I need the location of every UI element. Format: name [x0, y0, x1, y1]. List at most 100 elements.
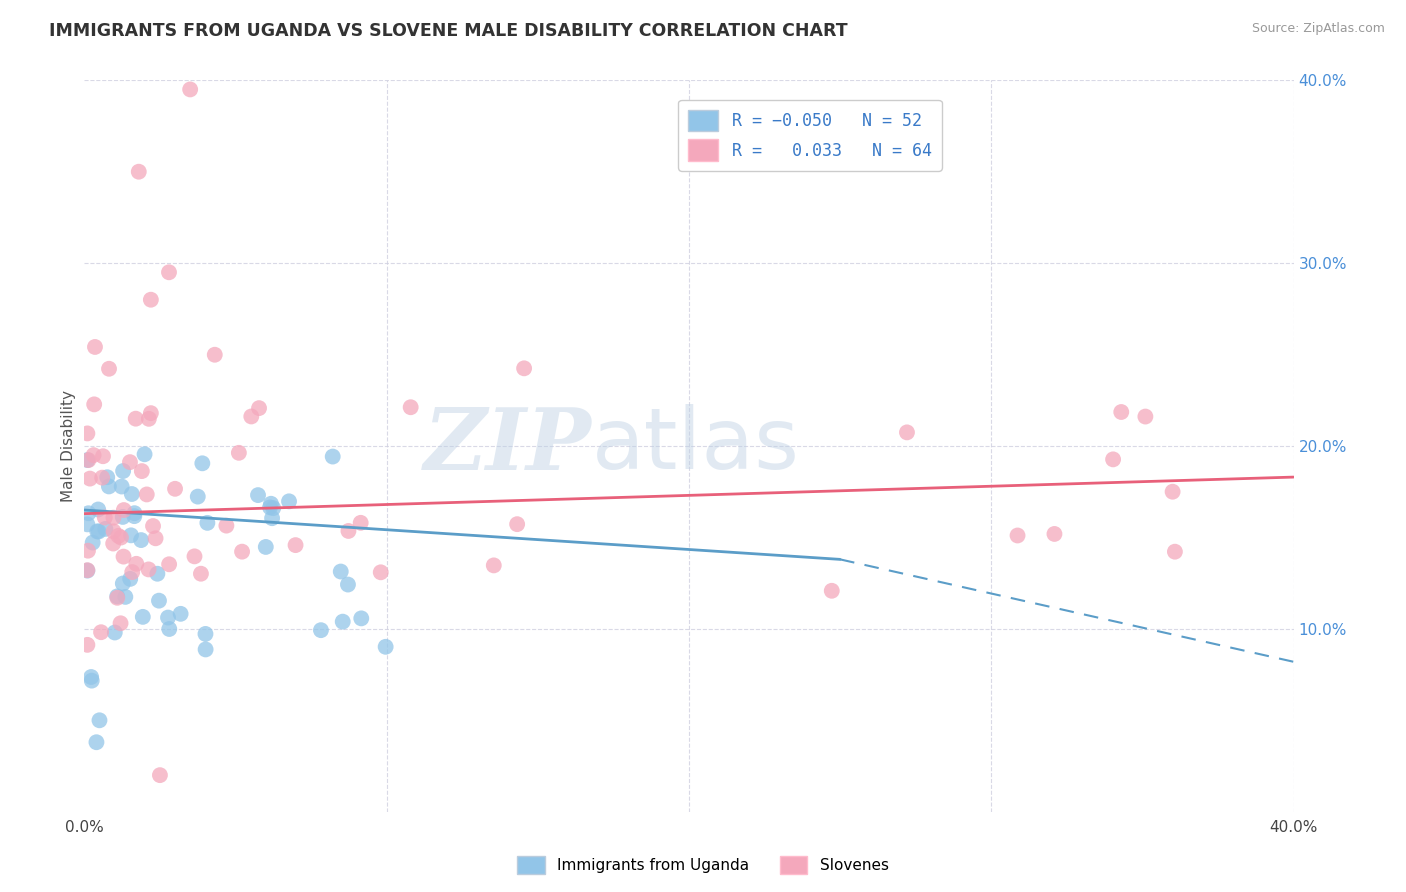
Point — [131, 464, 153, 478]
Point — [134, 447, 156, 461]
Point — [120, 528, 142, 542]
Point — [76, 564, 98, 578]
Point — [118, 455, 141, 469]
Point — [322, 450, 344, 464]
Point — [83, 448, 105, 462]
Point — [80, 670, 103, 684]
Point — [157, 558, 180, 572]
Point — [94, 522, 117, 536]
Point — [112, 464, 135, 478]
Point — [80, 673, 103, 688]
Point — [121, 487, 143, 501]
Point — [101, 536, 124, 550]
Point — [1043, 527, 1066, 541]
Point — [90, 625, 112, 640]
Point — [77, 543, 100, 558]
Point — [103, 510, 125, 524]
Point — [194, 642, 217, 657]
Point — [76, 563, 98, 577]
Point — [260, 497, 283, 511]
Point — [86, 524, 108, 539]
Text: ZIP: ZIP — [425, 404, 592, 488]
Point — [215, 518, 238, 533]
Text: Source: ZipAtlas.com: Source: ZipAtlas.com — [1251, 22, 1385, 36]
Point — [183, 549, 205, 564]
Point — [195, 516, 218, 530]
Point — [110, 616, 132, 631]
Point — [76, 453, 98, 467]
Point — [111, 576, 134, 591]
Point — [89, 714, 111, 728]
Point — [76, 638, 98, 652]
Point — [337, 524, 360, 538]
Point — [124, 506, 146, 520]
Point — [332, 615, 354, 629]
Point — [278, 494, 301, 508]
Point — [94, 510, 117, 524]
Point — [145, 531, 167, 545]
Point — [1102, 452, 1125, 467]
Point — [77, 506, 100, 520]
Text: IMMIGRANTS FROM UGANDA VS SLOVENE MALE DISABILITY CORRELATION CHART: IMMIGRANTS FROM UGANDA VS SLOVENE MALE D… — [49, 22, 848, 40]
Text: atlas: atlas — [592, 404, 800, 488]
Point — [228, 446, 250, 460]
Point — [284, 538, 307, 552]
Point — [191, 456, 214, 470]
Point — [1135, 409, 1157, 424]
Point — [149, 768, 172, 782]
Point — [104, 625, 127, 640]
Point — [77, 453, 100, 467]
Point — [82, 535, 104, 549]
Point — [120, 572, 142, 586]
Point — [139, 293, 162, 307]
Point — [896, 425, 918, 440]
Point — [259, 500, 281, 515]
Point — [97, 479, 120, 493]
Point — [146, 566, 169, 581]
Point — [129, 533, 152, 547]
Point — [112, 503, 135, 517]
Point — [1161, 484, 1184, 499]
Point — [1109, 405, 1132, 419]
Point — [91, 449, 114, 463]
Point — [482, 558, 505, 573]
Point — [247, 488, 270, 502]
Point — [247, 401, 270, 416]
Point — [157, 610, 180, 624]
Point — [107, 529, 129, 543]
Point — [128, 164, 150, 178]
Point — [194, 627, 217, 641]
Point — [83, 397, 105, 411]
Point — [262, 511, 284, 525]
Point — [148, 593, 170, 607]
Point — [1164, 544, 1187, 558]
Point — [132, 610, 155, 624]
Point — [329, 565, 352, 579]
Point — [350, 516, 373, 530]
Point — [506, 517, 529, 532]
Point — [76, 517, 98, 532]
Point — [105, 591, 128, 605]
Point — [1007, 528, 1029, 542]
Point — [165, 482, 187, 496]
Point — [336, 577, 359, 591]
Point — [103, 524, 125, 539]
Point — [204, 348, 226, 362]
Point — [231, 544, 253, 558]
Point — [124, 509, 146, 524]
Point — [84, 340, 107, 354]
Point — [98, 361, 121, 376]
Point — [87, 502, 110, 516]
Point — [374, 640, 396, 654]
Point — [135, 487, 157, 501]
Point — [821, 583, 844, 598]
Point — [96, 470, 118, 484]
Point — [111, 479, 134, 493]
Point — [76, 426, 98, 441]
Point — [138, 562, 160, 576]
Point — [139, 406, 162, 420]
Point — [370, 566, 392, 580]
Point — [399, 401, 422, 415]
Point — [350, 611, 373, 625]
Legend: Immigrants from Uganda, Slovenes: Immigrants from Uganda, Slovenes — [512, 850, 894, 880]
